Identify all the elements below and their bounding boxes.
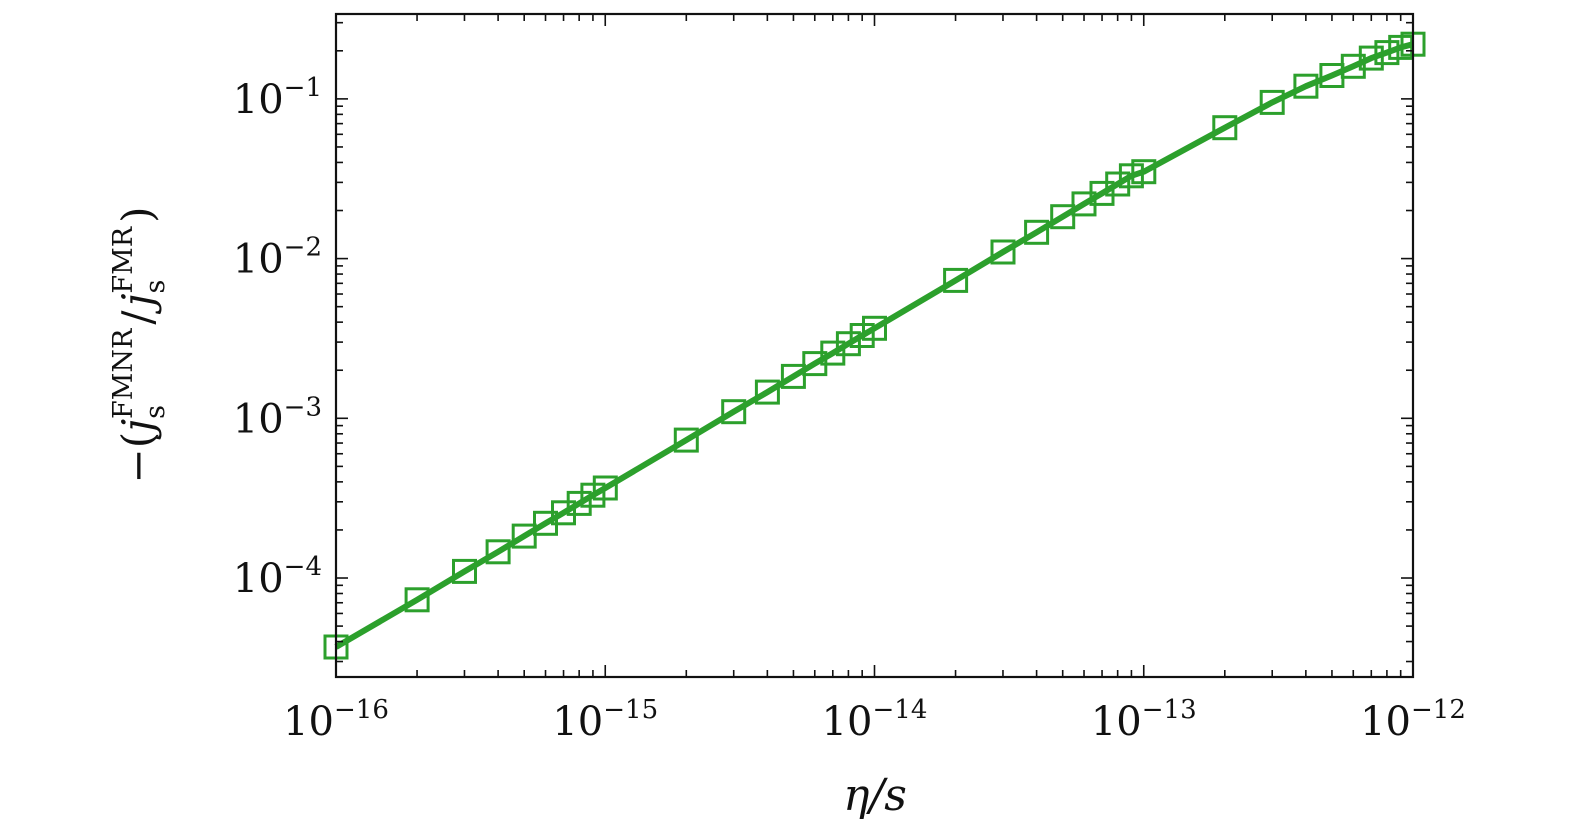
data-point [1024, 219, 1050, 245]
data-point [820, 340, 846, 366]
x-tick-label: 10−12 [1360, 695, 1466, 745]
y-tick-label: 10−3 [233, 392, 322, 442]
x-tick-label: 10−15 [552, 695, 658, 745]
y-axis-label: −(jsFMNR/jsFMR) [108, 207, 171, 484]
x-axis-label: η/s [843, 770, 907, 821]
y-axis-label-sub2: s [140, 280, 171, 294]
x-tick-label-base: 10 [822, 699, 873, 745]
x-tick-label-base: 10 [552, 699, 603, 745]
data-point [1105, 171, 1131, 197]
y-axis-label-slash: / [113, 310, 162, 325]
y-tick-label: 10−1 [233, 73, 322, 123]
x-tick-label-base: 10 [1360, 699, 1411, 745]
y-tick-label: 10−4 [233, 552, 322, 602]
y-tick-label-base: 10 [233, 77, 284, 123]
data-point [1212, 115, 1238, 141]
data-point [1340, 53, 1366, 79]
x-tick-label-exponent: −16 [334, 695, 389, 725]
data-point [1358, 45, 1384, 71]
data-point [485, 539, 511, 565]
y-axis-label-sub1: s [140, 405, 171, 419]
y-axis-label-suffix: ) [113, 207, 162, 223]
data-point [673, 427, 699, 453]
data-point [721, 399, 747, 425]
data-point [835, 331, 861, 357]
y-tick-label-exponent: −3 [284, 392, 322, 422]
x-tick-label-exponent: −12 [1411, 695, 1466, 725]
data-point [592, 475, 618, 501]
x-tick-label-exponent: −13 [1142, 695, 1197, 725]
data-point [862, 315, 887, 341]
data-point [943, 267, 969, 293]
data-point [780, 363, 806, 389]
data-point [566, 490, 592, 516]
data-point [551, 500, 576, 526]
y-tick-label-base: 10 [233, 237, 284, 283]
data-point [1374, 40, 1400, 66]
x-tick-label: 10−14 [822, 695, 928, 745]
y-tick-label: 10−2 [233, 233, 322, 283]
y-axis-label-prefix: −( [113, 432, 162, 484]
y-tick-label-base: 10 [233, 396, 284, 442]
tick-labels: 10−16 10−15 10−14 10−13 10−1210−410−310−210−… [233, 73, 1466, 745]
x-tick-label-exponent: −14 [873, 695, 928, 725]
y-tick-label-exponent: −4 [284, 552, 322, 582]
data-point [1131, 159, 1157, 185]
data-point [1089, 180, 1115, 206]
y-tick-label-base: 10 [233, 556, 284, 602]
y-tick-label-exponent: −2 [284, 233, 322, 263]
x-tick-label: 10−16 [283, 695, 389, 745]
x-tick-label-base: 10 [1091, 699, 1142, 745]
plot-frame [334, 12, 1415, 679]
x-tick-label-base: 10 [283, 699, 334, 745]
plot-area [323, 31, 1426, 660]
data-point [990, 239, 1016, 265]
data-point [1050, 204, 1076, 230]
y-axis-label-sup1: FMNR [108, 328, 139, 419]
data-point [452, 558, 477, 584]
x-tick-label: 10−13 [1091, 695, 1197, 745]
data-point [1259, 89, 1285, 115]
data-point [754, 379, 780, 405]
data-point [511, 523, 537, 549]
y-tick-label-exponent: −1 [284, 73, 322, 103]
data-point [404, 587, 430, 613]
data-point [1293, 73, 1319, 99]
y-axis-label-sup2: FMR [108, 226, 139, 293]
x-tick-label-exponent: −15 [603, 695, 658, 725]
